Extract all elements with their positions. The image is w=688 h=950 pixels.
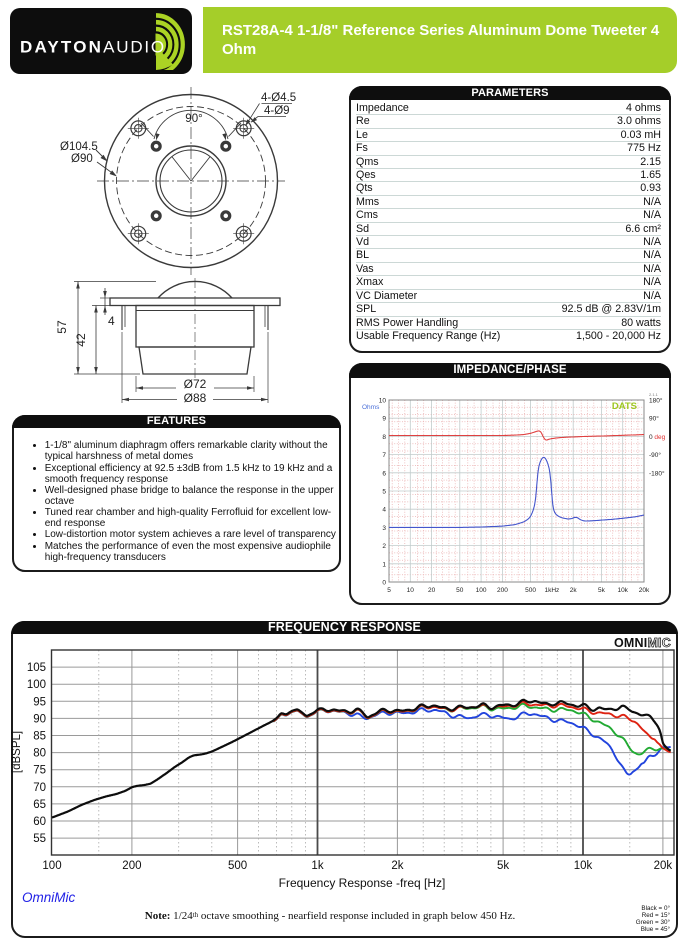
svg-text:0 deg: 0 deg [649, 434, 666, 441]
svg-text:1kHz: 1kHz [544, 587, 559, 594]
svg-text:180°: 180° [649, 397, 663, 405]
svg-text:85: 85 [33, 731, 46, 743]
svg-text:2k: 2k [391, 860, 403, 872]
svg-text:8: 8 [382, 434, 386, 441]
svg-text:80: 80 [33, 748, 46, 760]
svg-text:Red = 15°: Red = 15° [642, 911, 671, 919]
svg-text:100: 100 [42, 860, 61, 872]
svg-text:Ø104.5: Ø104.5 [60, 141, 98, 153]
svg-text:Frequency Response -freq [Hz]: Frequency Response -freq [Hz] [279, 876, 446, 890]
svg-text:6: 6 [382, 470, 386, 477]
svg-text:75: 75 [33, 765, 46, 777]
svg-text:1: 1 [382, 561, 386, 568]
svg-text:2.1.1: 2.1.1 [649, 392, 659, 397]
svg-text:4: 4 [108, 314, 115, 328]
svg-text:9: 9 [382, 416, 386, 423]
svg-text:Ø90: Ø90 [71, 153, 93, 165]
svg-text:-180°: -180° [649, 469, 665, 477]
svg-text:Ø88: Ø88 [184, 391, 207, 405]
svg-text:OMNIMIC: OMNIMIC [614, 636, 671, 650]
svg-text:2k: 2k [570, 587, 578, 594]
svg-text:Green = 30°: Green = 30° [636, 918, 671, 926]
svg-text:Note: 1/24th octave smoothing: Note: 1/24th octave smoothing - nearfiel… [145, 910, 516, 922]
svg-text:57: 57 [55, 320, 69, 334]
svg-text:Black = 0°: Black = 0° [641, 904, 670, 912]
svg-text:10: 10 [407, 587, 415, 594]
svg-text:42: 42 [74, 333, 88, 347]
svg-text:90°: 90° [649, 415, 659, 423]
svg-text:-90°: -90° [649, 451, 661, 459]
svg-text:10: 10 [379, 398, 387, 405]
svg-text:5k: 5k [598, 587, 606, 594]
svg-text:7: 7 [382, 452, 386, 459]
svg-text:4: 4 [382, 507, 386, 514]
svg-text:200: 200 [122, 860, 141, 872]
svg-text:55: 55 [33, 833, 46, 845]
svg-text:50: 50 [456, 587, 464, 594]
svg-text:100: 100 [476, 587, 487, 594]
svg-text:[dBSPL]: [dBSPL] [11, 731, 23, 773]
svg-text:500: 500 [525, 587, 536, 594]
svg-text:10k: 10k [617, 587, 628, 594]
svg-text:DAYTONAUDIO: DAYTONAUDIO [20, 38, 166, 57]
svg-text:90: 90 [33, 713, 46, 725]
svg-text:0: 0 [382, 580, 386, 587]
svg-text:5: 5 [387, 587, 391, 594]
svg-text:10k: 10k [574, 860, 593, 872]
svg-text:95: 95 [33, 696, 46, 708]
svg-text:60: 60 [33, 816, 46, 828]
svg-text:200: 200 [497, 587, 508, 594]
svg-text:4-Ø4.5: 4-Ø4.5 [261, 92, 296, 104]
svg-text:100: 100 [27, 679, 46, 691]
svg-text:3: 3 [382, 525, 386, 532]
svg-text:4-Ø9: 4-Ø9 [264, 105, 290, 117]
svg-text:500: 500 [228, 860, 247, 872]
svg-text:20k: 20k [654, 860, 673, 872]
svg-text:20k: 20k [639, 587, 650, 594]
svg-text:70: 70 [33, 782, 46, 794]
svg-text:Ohms: Ohms [362, 404, 380, 411]
svg-text:5: 5 [382, 489, 386, 496]
svg-text:2: 2 [382, 543, 386, 550]
svg-text:Blue = 45°: Blue = 45° [641, 925, 671, 933]
svg-text:65: 65 [33, 799, 46, 811]
svg-text:Ø72: Ø72 [184, 377, 207, 391]
svg-text:DATS: DATS [612, 401, 637, 412]
svg-text:1k: 1k [311, 860, 323, 872]
svg-text:5k: 5k [497, 860, 509, 872]
svg-text:OmniMic: OmniMic [22, 890, 75, 905]
svg-text:20: 20 [428, 587, 436, 594]
svg-text:90°: 90° [185, 113, 202, 125]
svg-text:105: 105 [27, 662, 46, 674]
